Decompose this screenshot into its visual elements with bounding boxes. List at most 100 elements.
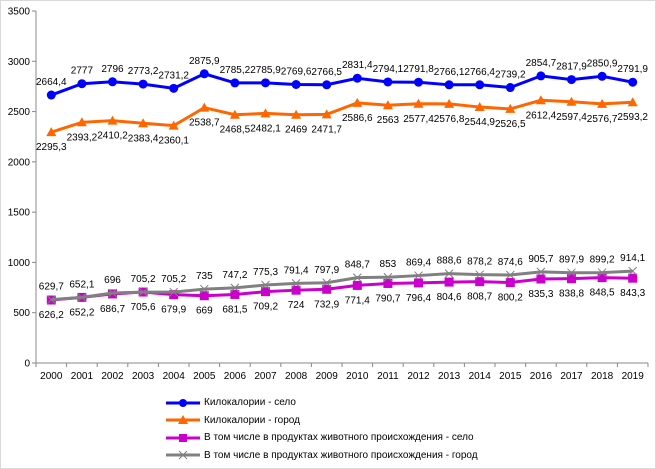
x-tick-label: 2002 [101,371,124,382]
x-tick-label: 2016 [530,371,553,382]
series-1-marker [628,77,638,87]
series-3-data-label: 796,4 [406,293,431,304]
x-tick-label: 2006 [224,371,247,382]
series-2-marker [321,109,332,119]
series-4-marker [199,284,209,294]
series-3-data-label: 652,2 [69,307,94,318]
series-4-data-label: 888,6 [437,256,462,267]
series-4-marker [108,288,117,298]
legend: Килокалории - село Килокалории - город В т… [166,394,478,464]
series-3-marker [169,290,179,300]
series-1-data-label: 2664,4 [36,77,67,88]
series-3-marker [628,273,638,283]
y-tick-label: 0 [24,359,30,370]
series-4-data-label: 629,7 [39,282,64,293]
series-4-marker [597,268,607,277]
x-tick-label: 2015 [499,371,522,382]
y-tick-label: 1500 [8,208,31,219]
series-1-data-label: 2875,9 [189,56,220,67]
series-4-marker [169,287,179,297]
series-3-marker [352,280,362,290]
series-4-marker [352,273,362,282]
series-2-data-label: 2360,1 [158,136,189,147]
series-1-marker [46,90,56,100]
series-4-marker [444,269,454,278]
series-1-data-label: 2831,4 [342,60,373,71]
series-1-marker [77,79,87,89]
y-tick-label: 3500 [8,7,31,18]
series-1-marker [199,69,209,79]
x-tick-label: 2001 [71,371,94,382]
series-4-data-label: 853 [380,259,397,270]
line-chart: 0 500 1000 1500 2000 2500 3000 3500 2000 2001 2002… [8,7,649,382]
series-2-data-label: 2383,4 [128,133,159,144]
series-1-data-label: 2773,2 [128,66,159,77]
series-1-data-label: 2777 [71,66,94,77]
series-1-marker [536,71,546,81]
series-1-data-label: 2766,4 [464,67,495,78]
series-3-data-label: 681,5 [222,304,247,315]
series-4-data-label: 914,1 [620,253,645,264]
series-2-marker [229,109,240,119]
x-tick-label: 2009 [316,371,339,382]
series-4-data-label: 735 [196,271,213,282]
series-2-data-label: 2563 [377,115,400,126]
series-4-data-label: 652,1 [69,279,94,290]
series-1-marker [261,78,270,88]
series-4-data-label: 705,2 [161,274,186,285]
legend-item: Килокалории - село [166,394,478,412]
x-tick-label: 2019 [622,371,645,382]
series-4-data-label: 797,9 [314,265,339,276]
series-4-marker [536,267,546,277]
series-4-data-label: 897,9 [559,255,584,266]
x-tick-label: 2013 [438,371,461,382]
series-3-data-label: 790,7 [375,293,400,304]
series-2-data-label: 2586,6 [342,113,373,124]
series-2-marker [597,98,608,108]
series-2-marker [566,96,577,106]
series-4-marker [628,266,638,276]
series-3-data-label: 838,8 [559,289,584,300]
series-1-marker [567,75,576,85]
series-1-marker [444,80,454,90]
y-tick-label: 3000 [8,57,31,68]
series-3-data-label: 724 [288,300,305,311]
series-1-data-label: 2817,9 [556,62,587,73]
series-3-data-label: 843,3 [620,288,645,299]
x-tick-label: 2003 [132,371,155,382]
series-2-marker [168,120,179,130]
x-tick-label: 2007 [254,371,277,382]
series-3-marker [322,284,332,294]
series-1-marker [169,83,179,93]
legend-swatch [166,450,200,460]
legend-item: Килокалории - город [166,412,478,430]
series-4-data-label: 791,4 [284,265,309,276]
series-1-marker [322,80,332,90]
series-2-data-label: 2544,9 [464,117,495,128]
series-2-data-label: 2576,8 [434,114,465,125]
x-tick-label: 2010 [346,371,369,382]
series-2-marker [382,100,393,110]
series-1-data-label: 2850,9 [587,58,618,69]
legend-item: В том числе в продуктах животного происх… [166,447,478,465]
x-tick-label: 2017 [560,371,583,382]
y-tick-label: 1000 [8,258,31,269]
series-1-marker [414,77,423,87]
series-3-marker [291,285,301,295]
series-3-data-label: 848,5 [590,288,615,299]
series-4-data-label: 899,2 [590,255,615,266]
series-3-data-label: 626,2 [39,310,64,321]
series-3-marker [475,277,485,287]
series-3-data-label: 709,2 [253,302,278,313]
series-1-data-label: 2766,1 [434,67,465,78]
series-4-data-label: 696 [104,275,121,286]
series-2-marker [413,98,424,108]
legend-label: В том числе в продуктах животного происх… [204,432,474,444]
series-4-marker [291,279,301,288]
x-tick-label: 2008 [285,371,308,382]
series-3-data-label: 771,4 [345,295,370,306]
series-1-data-label: 2785,9 [250,65,281,76]
series-3-data-label: 808,7 [467,292,492,303]
series-4-marker [46,295,56,305]
